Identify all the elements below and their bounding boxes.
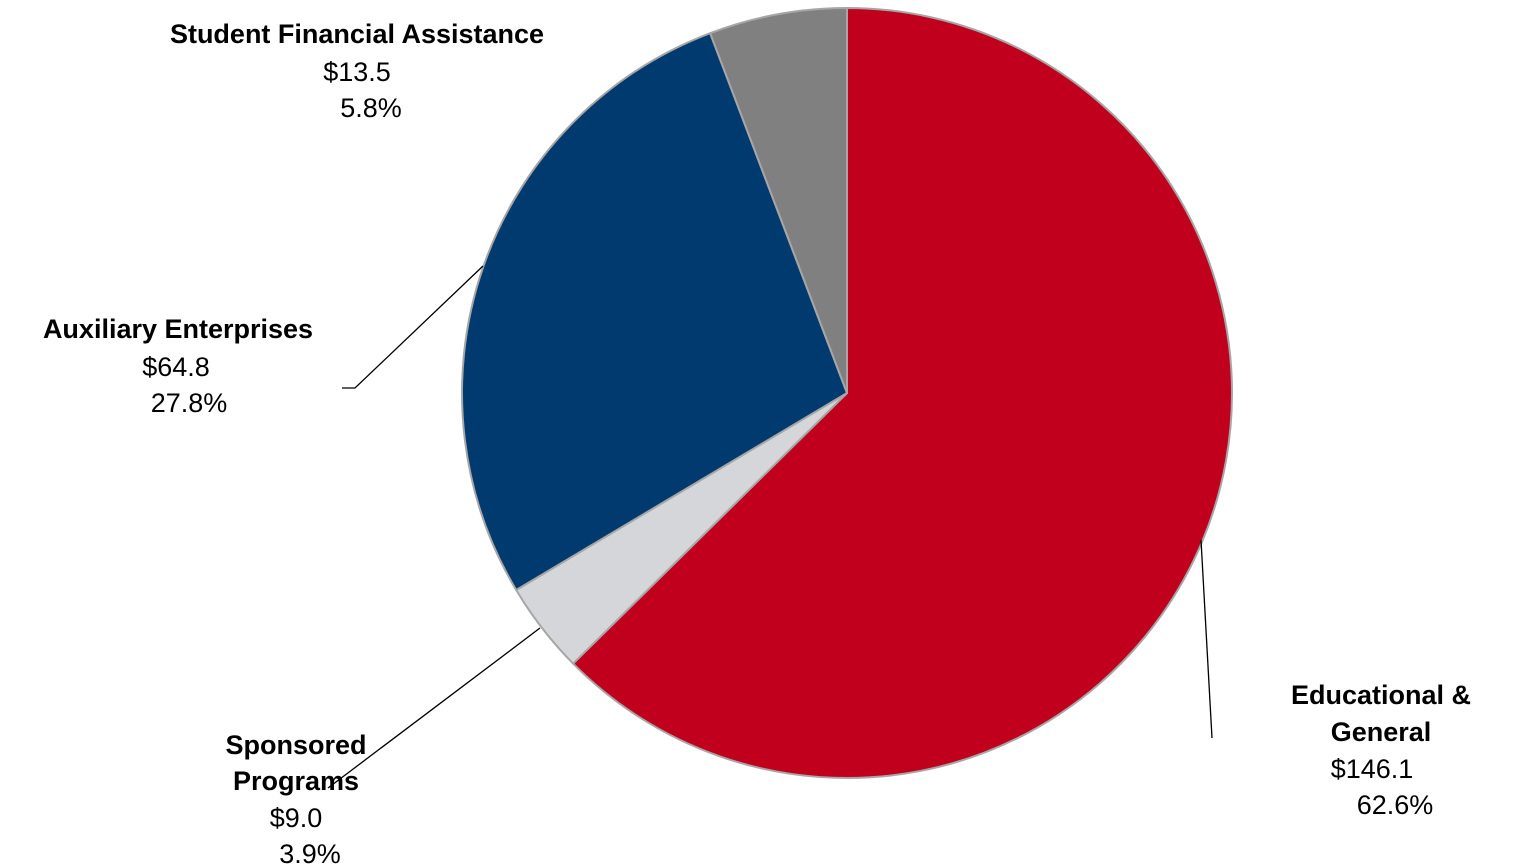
pie-slice-student-financial-assistance [709, 7, 848, 394]
slice-amount: $146.1 [1331, 754, 1414, 784]
slice-amount: $13.5 [323, 57, 391, 87]
slice-name-line: Auxiliary Enterprises [43, 314, 313, 344]
leader-line-educational-general [1200, 539, 1213, 739]
slice-label-auxiliary-enterprises: Auxiliary Enterprises $64.8 27.8% [43, 314, 313, 418]
slice-label-sponsored-programs: Sponsored Programs $9.0 3.9% [225, 730, 366, 868]
slice-percent: 27.8% [151, 388, 228, 418]
slice-amount: $64.8 [142, 352, 210, 382]
slice-amount: $9.0 [270, 803, 323, 833]
slice-name-line: Programs [233, 766, 359, 796]
slice-label-educational-general: Educational & General $146.1 62.6% [1291, 680, 1471, 820]
leader-lines [327, 265, 1213, 789]
slice-name-line: Educational & [1291, 680, 1471, 710]
pie-slices [461, 7, 1233, 779]
slice-percent: 62.6% [1357, 790, 1434, 820]
slice-percent: 5.8% [340, 93, 402, 123]
pie-slice-auxiliary-enterprises [461, 32, 848, 591]
slice-name-line: Sponsored [225, 730, 366, 760]
slice-name-line: General [1331, 717, 1432, 747]
slice-percent: 3.9% [279, 839, 341, 868]
leader-line-sponsored-programs [327, 627, 541, 789]
pie-slice-educational-general [572, 7, 1233, 779]
slice-label-student-financial-assistance: Student Financial Assistance $13.5 5.8% [170, 19, 544, 123]
slice-name-line: Student Financial Assistance [170, 19, 544, 49]
leader-line-auxiliary-enterprises [342, 265, 484, 389]
